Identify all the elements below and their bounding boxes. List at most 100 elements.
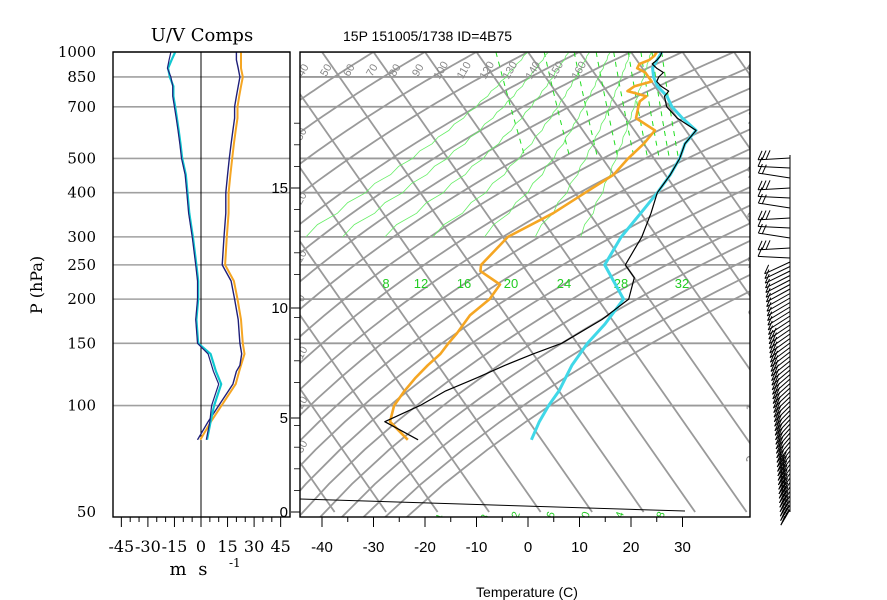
wind-barb-flag [783,482,789,492]
wind-barb-flag [777,466,783,477]
wind-barb-flag [781,499,787,509]
moist-adiabat [484,52,611,238]
wind-barb [772,383,791,400]
wind-barb-flag [764,264,770,275]
dry-adiabat-label: 60 [341,62,358,79]
wind-barb-flag [773,412,779,422]
temperature-tick-label: -40 [311,539,333,556]
wind-barb-flag [779,459,785,469]
temperature-tick-labels: -40 -30 -20 -10 0 10 20 30 [311,517,691,556]
wind-barb-flag [773,403,779,413]
dry-adiabat [383,273,750,517]
wind-barb-flag [768,325,773,335]
isotherm [300,387,387,513]
uv-pressure-tick-label: 300 [67,228,96,246]
uv-profiles [166,52,246,441]
wind-barb-flag [775,439,781,450]
dry-adiabat [318,222,750,517]
wind-barb-flag [757,247,763,257]
wind-barb [774,414,791,432]
dry-adiabat [300,167,750,468]
wind-barb-flag [784,500,789,510]
uv-frame [112,51,291,518]
wind-barb-flag [757,150,763,160]
wind-barb [772,387,791,404]
wind-barb-flag [780,472,786,482]
wind-barb [773,396,791,414]
mixing-ratio-label: 24 [557,276,571,291]
skewt-xlabel: Temperature (C) [476,584,578,600]
wind-barb-flag [775,430,780,441]
wind-barb-flag [775,444,781,454]
wind-barb [766,288,791,303]
wind-barb-flag [778,484,784,495]
isotherm-label: 20 [742,446,764,468]
isotherm-label: 10 [742,394,764,416]
wind-barb [775,428,791,445]
wind-barb-flag [777,427,783,438]
wind-barb [777,455,791,472]
wind-barb [776,446,791,463]
left-edge-label: -10 [292,345,310,365]
wind-barb-flag [775,435,781,445]
wind-barb [764,266,791,279]
wind-barb-flag [757,217,763,227]
mixing-ratio-line [595,52,619,159]
wind-barb-flag [772,394,778,404]
dry-adiabat [300,52,737,311]
moist-adiabat [384,52,570,238]
wind-barb-flag [767,316,773,326]
wind-barb-flag [757,210,763,220]
dry-adiabat-label: 50 [318,62,335,79]
uv-pressure-tick-label: 400 [67,184,96,202]
dry-adiabat [300,52,530,196]
dry-adiabat [362,257,750,517]
wind-barb-flag [776,400,782,411]
wind-barb-flag [757,157,763,167]
uv-title: U/V Comps [151,25,253,46]
uv-pressure-tick-label: 200 [67,290,96,308]
uv-ylabel: P (hPa) [27,256,46,314]
uv-xlabel-exponent: -1 [229,556,241,570]
wind-barb [758,172,791,179]
left-edge-label: -20 [292,395,310,415]
uv-pressure-tick-label: 100 [67,397,96,415]
mixing-ratio-line [543,52,571,159]
wind-barb-flag [767,320,773,331]
wind-barb-flag [779,498,785,508]
moist-adiabat [534,52,632,238]
wind-barb-flag [780,468,785,478]
wind-barb [758,255,791,259]
isotherm [321,52,645,513]
wind-barb-flag [781,485,786,496]
uv-x-tick-label: -15 [162,537,188,556]
uv-x-tick-label: 30 [244,537,264,556]
wind-barb-flag [757,240,763,250]
wind-barb-flag [761,180,767,190]
wind-barb-flag [765,240,771,250]
dry-adiabat [300,204,750,517]
wind-barb [758,187,791,191]
wind-barb-flag [778,432,783,442]
skewt-background-lines [300,52,750,517]
dry-adiabat-label: 150 [547,60,567,82]
dry-adiabat-label: 130 [501,60,521,82]
temperature-tick-label: 20 [623,539,640,556]
wind-barb-flag [780,476,786,487]
wind-barb-flag [775,396,781,406]
wind-barb-flag [768,334,774,345]
wind-barb-flag [776,457,782,468]
isotherm [300,92,593,513]
wind-barb-flag [770,357,776,368]
uv-profile-line [199,52,246,441]
wind-barb-flag [776,414,782,424]
dry-adiabat-label: 100 [432,60,452,82]
moist-adiabat-label: 28 [652,510,667,526]
moist-adiabat [432,52,591,238]
wind-barb-flag [782,455,787,466]
wind-barb-flag [776,448,782,459]
wind-barb-flag [765,288,771,298]
wind-barb [765,275,791,289]
wind-barb-flag [775,387,781,397]
